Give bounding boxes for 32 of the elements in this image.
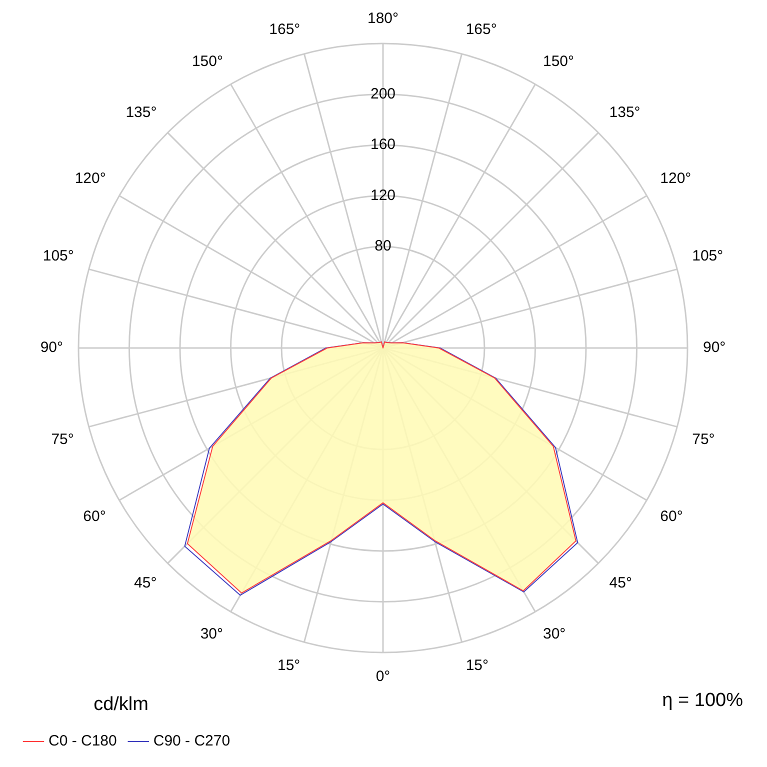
spoke-label: 0° xyxy=(376,668,390,686)
spoke-label: 90° xyxy=(40,339,63,356)
spoke-label: 150° xyxy=(192,53,223,70)
spoke-label: 60° xyxy=(83,508,106,526)
spoke-label: 15° xyxy=(466,657,489,674)
spoke-label: 60° xyxy=(660,508,683,526)
spoke-label: 135° xyxy=(126,104,157,121)
text: η = 100% xyxy=(662,690,744,711)
spoke-label: 45° xyxy=(134,574,157,592)
y-tick-label: 80 xyxy=(374,238,392,255)
y-tick-label: 120 xyxy=(370,186,396,204)
spoke-label: 150° xyxy=(543,53,574,70)
spoke-label: 135° xyxy=(609,104,640,121)
spoke-label: 45° xyxy=(609,574,632,592)
spoke-label: 180° xyxy=(367,10,399,28)
spoke-label: 30° xyxy=(200,625,223,642)
spoke-label: 75° xyxy=(51,430,74,448)
legend-label: C90 - C270 xyxy=(153,732,230,750)
y-tick-label: 200 xyxy=(370,85,396,102)
spoke-label: 75° xyxy=(692,430,715,448)
spoke-label: 105° xyxy=(42,247,74,264)
spoke-label: 30° xyxy=(543,625,566,642)
spoke-label: 105° xyxy=(692,247,724,264)
spoke-label: 165° xyxy=(466,21,497,38)
spoke-label: 15° xyxy=(277,657,300,674)
spoke-label: 165° xyxy=(269,21,300,38)
y-tick-label: 160 xyxy=(370,136,396,154)
spoke-label: 90° xyxy=(703,339,726,356)
text: cd/klm xyxy=(94,694,148,715)
spoke-label: 120° xyxy=(74,170,106,188)
spoke-label: 120° xyxy=(660,170,692,188)
legend-label: C0 - C180 xyxy=(48,732,117,750)
